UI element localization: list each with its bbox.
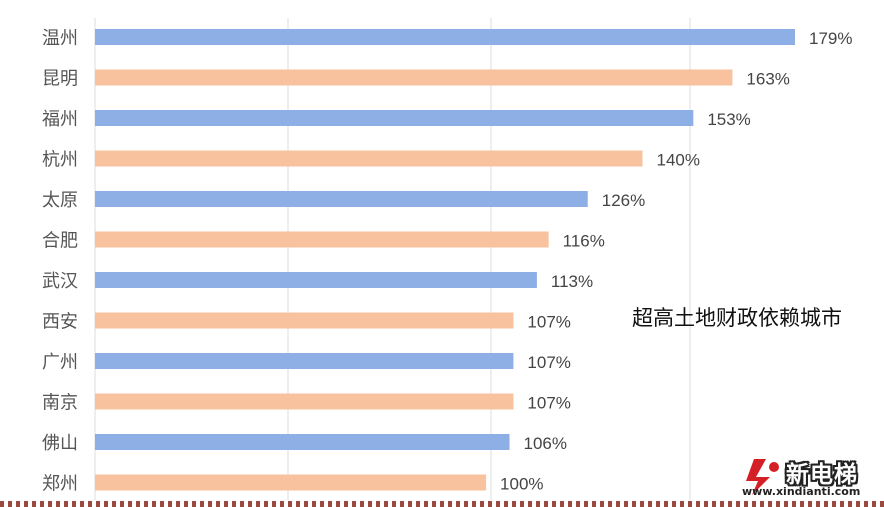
category-label: 广州 (42, 352, 78, 373)
bar (95, 69, 733, 86)
category-label: 昆明 (42, 69, 78, 90)
category-label: 温州 (42, 28, 78, 49)
value-label: 107% (527, 313, 570, 332)
category-label: 杭州 (42, 150, 78, 171)
watermark: 新电梯 www.xindianti.com (740, 455, 878, 501)
value-label: 107% (527, 353, 570, 372)
category-label: 太原 (42, 190, 78, 211)
category-label: 福州 (42, 109, 78, 130)
value-label: 140% (656, 151, 699, 170)
bar (95, 393, 514, 410)
bar (95, 353, 514, 369)
gridlines (94, 18, 691, 500)
category-label: 佛山 (42, 433, 78, 454)
value-label: 153% (707, 110, 750, 129)
bar (95, 150, 643, 167)
bar (95, 191, 588, 207)
chart-annotation: 超高土地财政依赖城市 (632, 306, 842, 330)
bar (95, 29, 795, 45)
bar (95, 434, 510, 450)
bars (95, 29, 795, 491)
bottom-border (0, 501, 884, 507)
value-label: 106% (524, 434, 567, 453)
value-label: 113% (551, 272, 593, 291)
value-label: 163% (746, 70, 789, 89)
category-label: 合肥 (42, 231, 78, 252)
watermark-url: www.xindianti.com (742, 485, 861, 498)
category-label: 武汉 (42, 271, 78, 292)
bar (95, 231, 549, 248)
category-label: 南京 (42, 393, 78, 414)
bar (95, 110, 694, 126)
watermark-name: 新电梯 (786, 462, 858, 488)
bar (95, 272, 537, 288)
logo-icon (746, 459, 779, 495)
category-label: 郑州 (42, 474, 78, 495)
bar (95, 474, 487, 491)
value-label: 116% (563, 232, 605, 251)
value-label: 107% (527, 394, 570, 413)
value-labels: 179% 163% 153% 140% 126% 116% 113% 107% 107% 107%… (500, 29, 852, 494)
value-label: 126% (602, 191, 645, 210)
bar (95, 312, 514, 329)
value-label: 100% (500, 475, 543, 494)
category-label: 西安 (42, 312, 78, 333)
value-label: 179% (809, 29, 852, 48)
